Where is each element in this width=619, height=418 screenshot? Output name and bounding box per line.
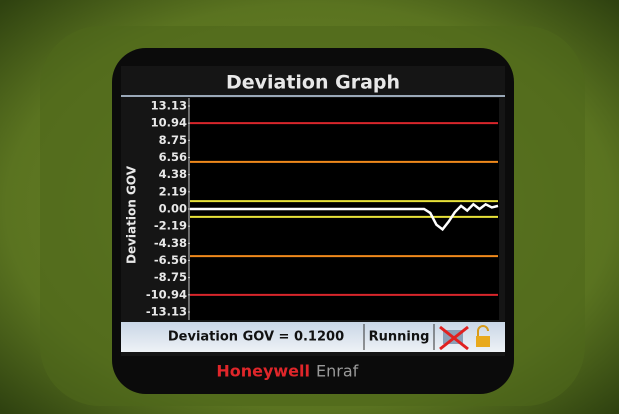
y-tick-label: 0.00 — [159, 202, 187, 216]
device: Deviation Graph Deviation GOV Deviation … — [0, 0, 619, 414]
y-tick-label: -2.19 — [154, 219, 187, 233]
y-tick-label: -13.13 — [146, 305, 187, 319]
y-tick-label: 4.38 — [159, 167, 187, 181]
brand-name: Honeywell — [216, 362, 310, 381]
brand-product: Enraf — [316, 362, 359, 381]
title: Deviation Graph — [226, 72, 400, 94]
y-tick-label: -10.94 — [146, 287, 187, 301]
status-reading: Deviation GOV = 0.1200 — [168, 330, 344, 345]
status-state: Running — [369, 330, 430, 345]
y-tick-label: -8.75 — [154, 270, 187, 284]
y-tick-label: 10.94 — [151, 116, 187, 130]
y-axis-label: Deviation GOV — [125, 165, 139, 264]
y-tick-label: -6.56 — [154, 253, 187, 267]
y-tick-label: -4.38 — [154, 236, 187, 250]
y-tick-label: 6.56 — [159, 150, 187, 164]
y-tick-label: 13.13 — [151, 99, 187, 113]
y-tick-label: 8.75 — [159, 133, 187, 147]
y-tick-label: 2.19 — [159, 184, 187, 198]
